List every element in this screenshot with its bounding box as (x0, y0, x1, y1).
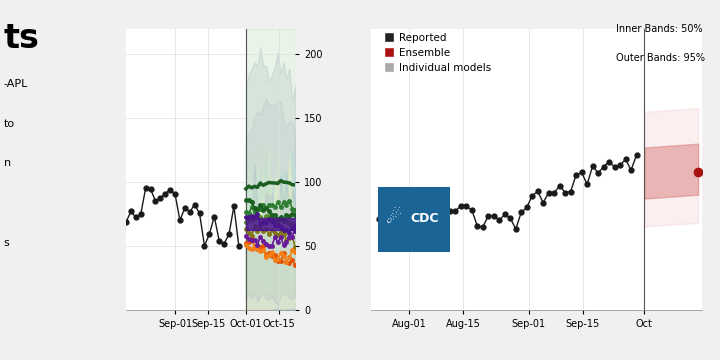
Text: ☄: ☄ (386, 209, 402, 227)
Text: n: n (4, 158, 11, 168)
Text: s: s (4, 238, 9, 248)
Text: Outer Bands: 95%: Outer Bands: 95% (616, 53, 705, 63)
Bar (246, 29, 295, 310)
Text: CDC: CDC (410, 212, 439, 225)
Legend: Reported, Ensemble, Individual models: Reported, Ensemble, Individual models (379, 28, 495, 77)
Text: -APL: -APL (4, 79, 28, 89)
Text: to: to (4, 119, 14, 129)
Y-axis label: New Hospital Admissions: New Hospital Admissions (378, 104, 388, 235)
Text: ts: ts (4, 22, 40, 55)
Text: Inner Bands: 50%: Inner Bands: 50% (616, 24, 702, 35)
